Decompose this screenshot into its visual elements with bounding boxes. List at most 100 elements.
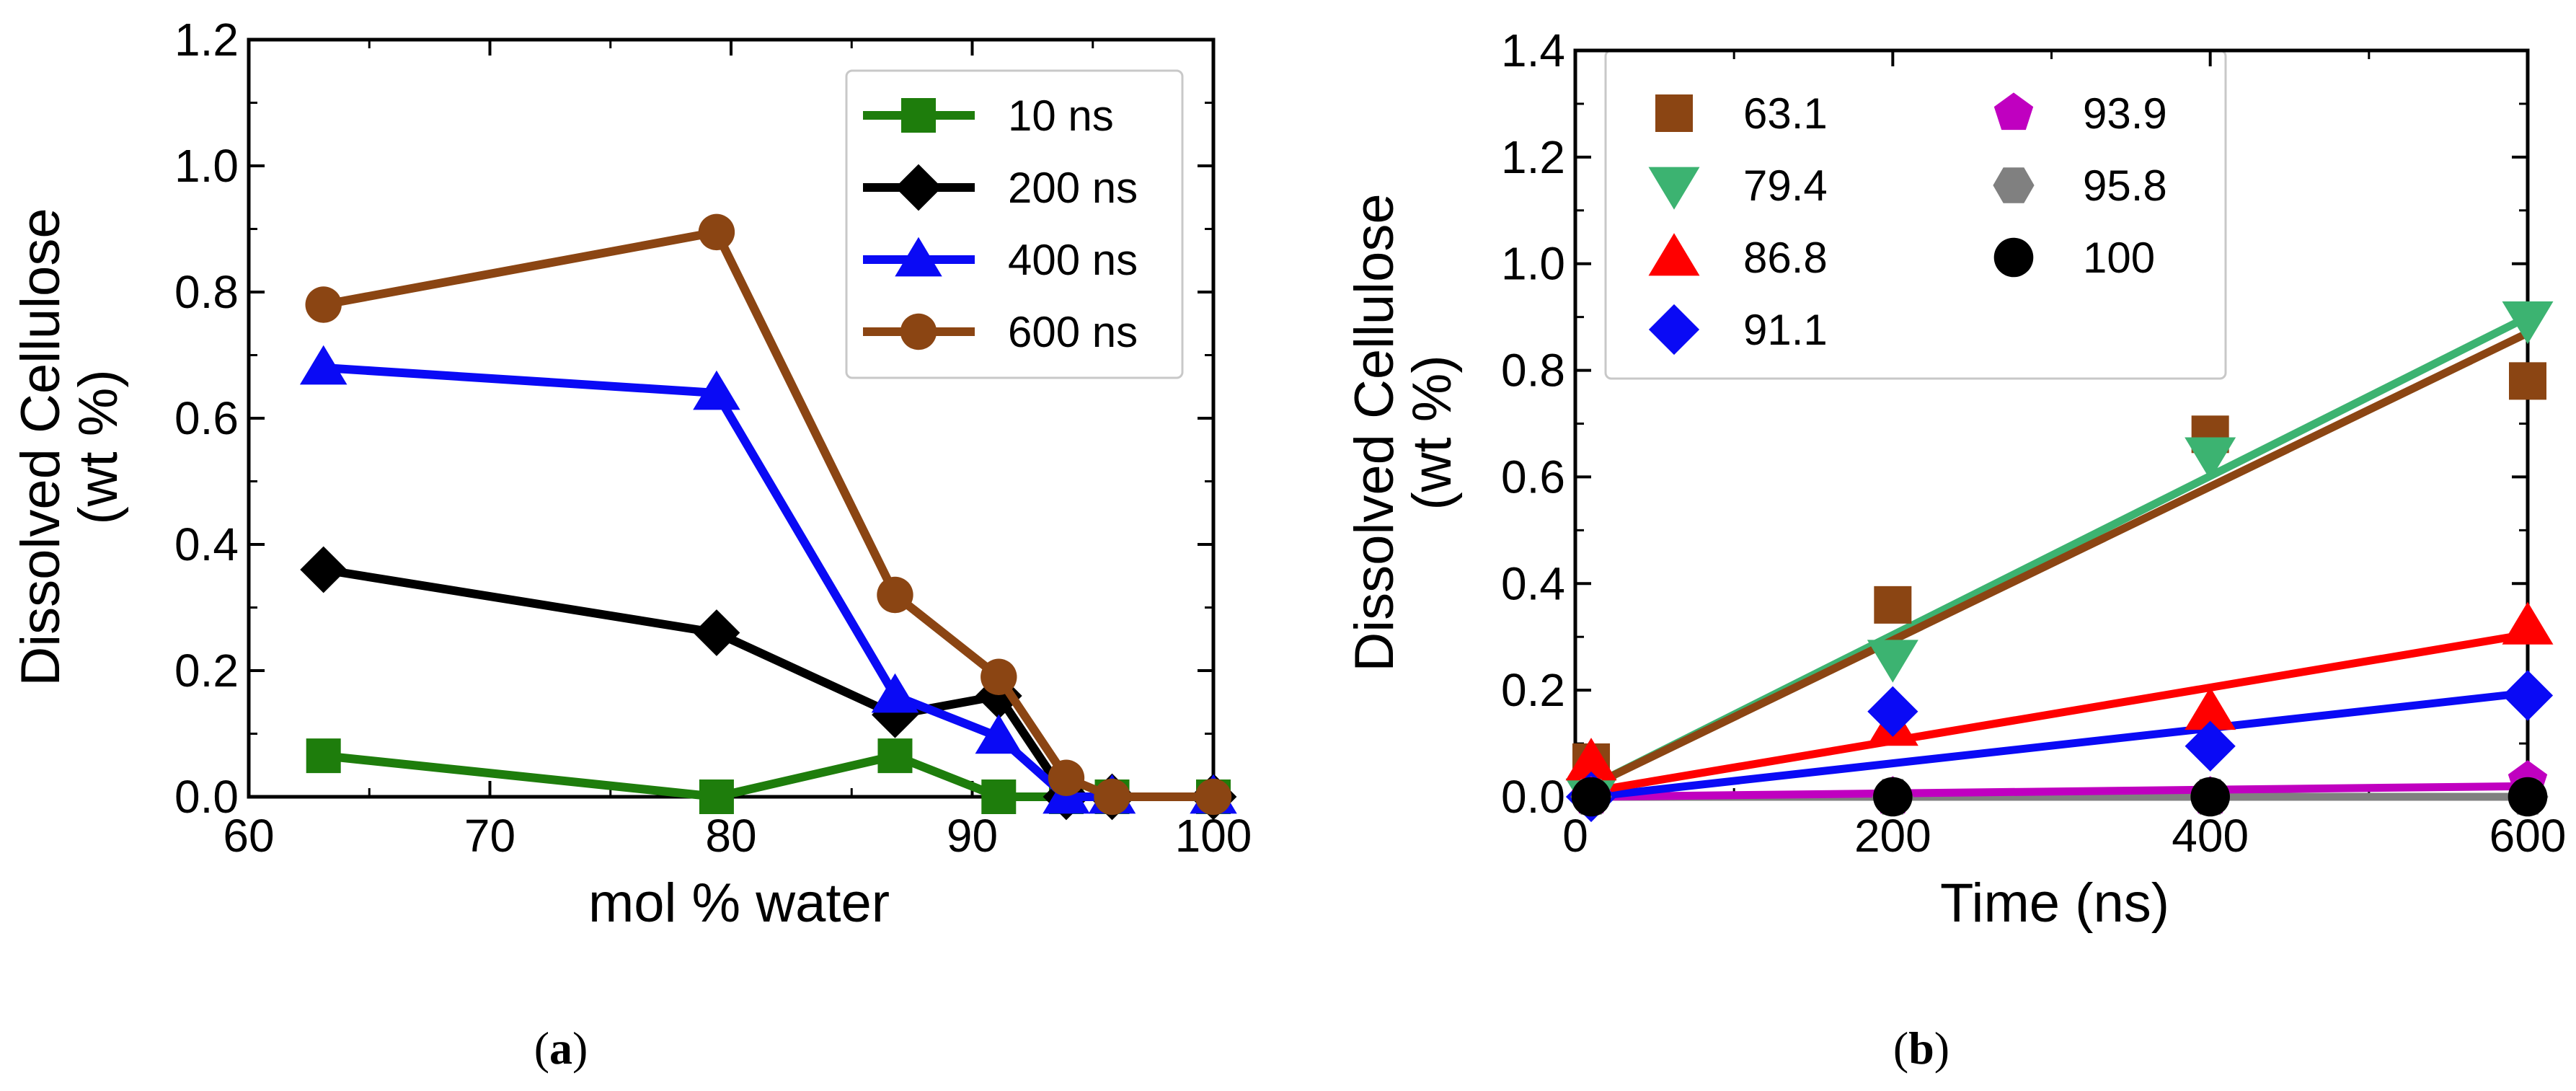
x-tick-label: 0 [1562,810,1588,862]
legend-label: 79.4 [1743,162,1828,210]
series-200-ns [300,546,1237,821]
chart-b-ticks: 0 200 400 600 0.0 0.2 0.4 0.6 0.8 1.0 1.2 1.4 [1501,25,2566,862]
chart-b-ylabel-line2: (wt %) [1402,355,1463,510]
fit-line-91.1 [1590,689,2528,801]
y-tick-label: 0.6 [1501,451,1565,503]
data-point [2502,601,2554,645]
fit-line-86.8 [1590,630,2528,796]
legend-entry: 91.1 [1648,304,1828,355]
data-point [1094,778,1130,816]
legend-label: 100 [2083,234,2155,282]
data-point [2185,720,2236,772]
legend-marker [901,98,936,133]
legend-marker [1655,94,1693,132]
y-tick-label: 0.0 [1501,771,1565,823]
chart-a-ylabel: Dissolved Cellulose (wt %) [10,208,129,686]
legend-entry: 10 ns [863,92,1114,140]
y-tick-label: 0.8 [174,266,239,318]
series-10-ns [306,738,1231,814]
legend-label: 400 ns [1008,236,1138,284]
chart-a: Dissolved Cellulose (wt %) mol % water 1… [10,14,1252,1074]
y-tick-label: 0.2 [174,645,239,697]
data-point [877,576,913,614]
chart-b: Dissolved Cellulose (wt %) Time (ns) 63.… [1344,25,2566,1074]
data-point [2502,301,2554,345]
chart-b-ylabel: Dissolved Cellulose (wt %) [1344,193,1463,671]
y-tick-label: 0.2 [1501,664,1565,716]
series-86.8 [1565,601,2554,781]
chart-b-caption: (b) [1893,1022,1949,1074]
data-point [699,779,734,814]
legend-label: 63.1 [1743,89,1828,138]
legend-entry: 100 [1993,234,2155,282]
chart-b-legend: 63.1 79.4 86.8 91.1 93.9 95.8 100 [1604,49,2227,380]
data-point [1867,640,1918,683]
chart-b-ylabel-line1: Dissolved Cellulose [1344,193,1405,671]
y-tick-label: 1.4 [1501,25,1565,76]
data-point [981,658,1017,695]
data-point [2502,670,2554,721]
x-tick-label: 400 [2172,810,2249,862]
chart-a-series [299,213,1237,821]
chart-a-ylabel-line2: (wt %) [68,369,129,524]
data-point [877,738,913,774]
data-point [299,345,348,385]
legend-marker [1993,92,2034,131]
data-point [1571,777,1611,817]
legend-marker [895,237,942,277]
chart-b-xlabel: Time (ns) [1940,873,2169,934]
x-tick-label: 600 [2489,810,2567,862]
series-600-ns [305,213,1232,816]
x-tick-label: 90 [947,810,998,862]
legend-entry: 93.9 [1993,89,2167,138]
data-point [2509,362,2546,400]
legend-entry: 600 ns [863,308,1138,356]
legend-marker [1648,304,1700,355]
x-tick-label: 60 [223,810,274,862]
legend-marker [895,164,942,211]
data-point [2185,686,2236,730]
legend-entry: 95.8 [1993,162,2167,210]
data-point [871,673,919,713]
legend-entry: 400 ns [863,236,1138,284]
x-tick-label: 70 [464,810,515,862]
chart-a-ylabel-line1: Dissolved Cellulose [10,208,71,686]
data-point [693,370,740,410]
legend-marker [1993,167,2035,203]
chart-a-legend-frame [845,69,1184,379]
x-tick-label: 80 [705,810,756,862]
y-tick-label: 1.2 [1501,131,1565,183]
series-100 [1571,777,2548,817]
legend-marker [900,313,937,350]
y-tick-label: 1.0 [1501,238,1565,290]
data-point [1565,738,1617,781]
data-point [2185,437,2236,480]
legend-marker [1648,233,1700,276]
legend-label: 86.8 [1743,234,1828,282]
y-tick-label: 0.6 [174,392,239,444]
data-point [698,213,735,251]
data-point [306,738,341,774]
y-tick-label: 1.2 [174,14,239,66]
y-tick-label: 0.8 [1501,345,1565,397]
y-tick-label: 0.0 [174,771,239,823]
y-tick-label: 0.4 [174,518,239,570]
data-point [300,546,348,593]
data-point [305,286,342,323]
legend-entry: 86.8 [1648,233,1828,282]
data-point [1867,686,1918,737]
legend-entry: 63.1 [1655,89,1828,138]
legend-label: 10 ns [1008,92,1114,140]
data-point [1195,778,1232,816]
data-point [1048,759,1085,796]
series-line [322,565,1213,801]
series-line [323,363,1213,801]
data-point [975,714,1023,754]
data-point [2190,777,2230,817]
data-point [1873,777,1913,817]
legend-label: 95.8 [2083,162,2167,210]
chart-a-caption: (a) [534,1022,588,1074]
data-point [693,609,740,656]
